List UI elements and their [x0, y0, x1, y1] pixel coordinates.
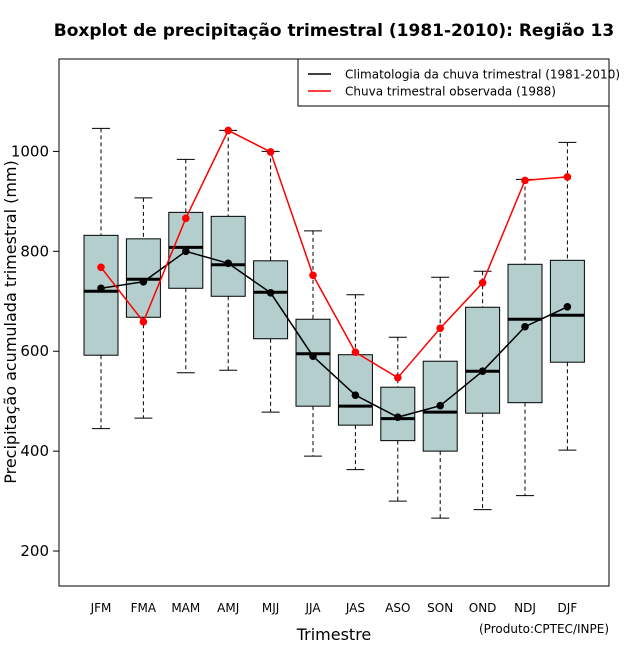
climatology-point — [478, 367, 487, 376]
legend: Climatologia da chuva trimestral (1981-2… — [297, 58, 620, 107]
box-AMJ — [210, 215, 246, 297]
x-tick-label: JFM — [90, 601, 112, 615]
observed-point — [478, 278, 487, 287]
y-tick-label: 200 — [20, 542, 49, 560]
plot-area: 200 400 600 800 1000 JFM FMA MAM AMJ MJJ JJA JAS ASO… — [11, 126, 585, 615]
x-tick-label: NDJ — [514, 601, 536, 615]
box-JAS — [337, 354, 373, 426]
y-tick-label: 400 — [20, 442, 49, 460]
x-tick-label: OND — [469, 601, 497, 615]
x-tick-label: MJJ — [262, 601, 279, 615]
box-JJA — [295, 318, 331, 407]
climatology-point — [139, 277, 148, 286]
observed-point — [351, 348, 360, 357]
observed-point — [309, 271, 317, 280]
climatology-point — [182, 247, 190, 256]
x-axis-title: Trimestre — [296, 625, 372, 644]
observed-point — [563, 173, 572, 181]
y-tick-label: 600 — [20, 342, 49, 360]
legend-label-observed: Chuva trimestral observada (1988) — [345, 85, 556, 99]
box-NDJ — [507, 263, 543, 404]
climatology-point — [563, 302, 572, 311]
x-tick-label: JAS — [345, 601, 365, 615]
box-DJF — [549, 259, 585, 363]
climatology-line — [100, 250, 568, 418]
climatology-point — [394, 413, 402, 421]
chart-title: Boxplot de precipitação trimestral (1981… — [54, 21, 614, 41]
x-tick-label: ASO — [385, 601, 410, 615]
climatology-point — [436, 401, 445, 410]
observed-point — [97, 263, 105, 272]
product-credit: (Produto:CPTEC/INPE) — [479, 622, 609, 636]
x-tick-label: AMJ — [217, 601, 239, 615]
climatology-point — [309, 352, 317, 361]
y-axis-title: Precipitação acumulada trimestral (mm) — [1, 160, 20, 484]
climatology-point — [351, 391, 360, 399]
box-JFM — [83, 234, 119, 356]
observed-point — [394, 373, 402, 382]
climatology-point — [521, 322, 529, 331]
y-tick-label: 800 — [20, 242, 49, 260]
observed-point — [266, 148, 275, 156]
observed-point — [521, 176, 529, 185]
observed-point — [139, 317, 148, 326]
observed-line — [100, 129, 568, 379]
x-tick-label: MAM — [171, 601, 200, 615]
x-tick-label: DJF — [558, 601, 578, 615]
climatology-point — [224, 259, 232, 268]
observed-point — [436, 324, 445, 333]
observed-point — [182, 214, 190, 223]
climatology-point — [97, 284, 105, 293]
box-MJJ — [253, 260, 289, 340]
y-tick-label: 1000 — [11, 142, 49, 160]
observed-point — [224, 126, 232, 135]
x-tick-label: JJA — [304, 601, 321, 615]
box-OND — [465, 306, 501, 414]
legend-box — [297, 58, 610, 107]
climatology-point — [266, 288, 275, 297]
x-tick-label: FMA — [131, 601, 157, 615]
legend-label-climatology: Climatologia da chuva trimestral (1981-2… — [345, 68, 620, 82]
x-tick-label: SON — [427, 601, 453, 615]
